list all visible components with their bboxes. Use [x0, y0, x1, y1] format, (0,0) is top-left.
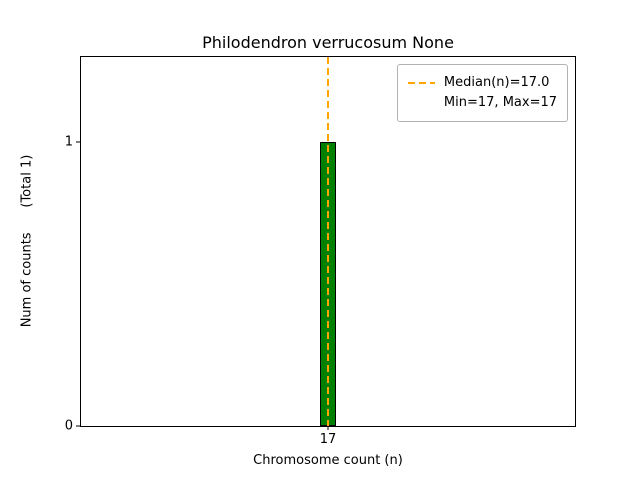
x-tick-mark-17: [327, 426, 329, 430]
median-dashed-line-sample: [407, 82, 435, 84]
legend-entry-minmax: Min=17, Max=17: [444, 93, 557, 113]
legend-label-minmax: Min=17, Max=17: [443, 95, 557, 110]
legend-entry-median: Median(n)=17.0: [407, 73, 557, 93]
y-axis-label: Num of counts (Total 1): [19, 154, 35, 328]
chart-title: Philodendron verrucosum None: [202, 33, 454, 52]
y-tick-label-1: 1: [64, 134, 73, 150]
y-tick-mark-0: [76, 425, 80, 427]
x-axis-label: Chromosome count (n): [253, 453, 403, 468]
legend-label-median: Median(n)=17.0: [443, 75, 550, 90]
plot-area: 0 1 17 Median(n)=17.0 Min=17, Max=17: [65, 56, 576, 446]
y-tick-label-0: 0: [64, 418, 73, 434]
x-tick-label-17: 17: [319, 432, 337, 447]
legend: Median(n)=17.0 Min=17, Max=17: [396, 64, 568, 122]
median-vline: [327, 57, 329, 426]
y-tick-mark-1: [76, 141, 80, 143]
